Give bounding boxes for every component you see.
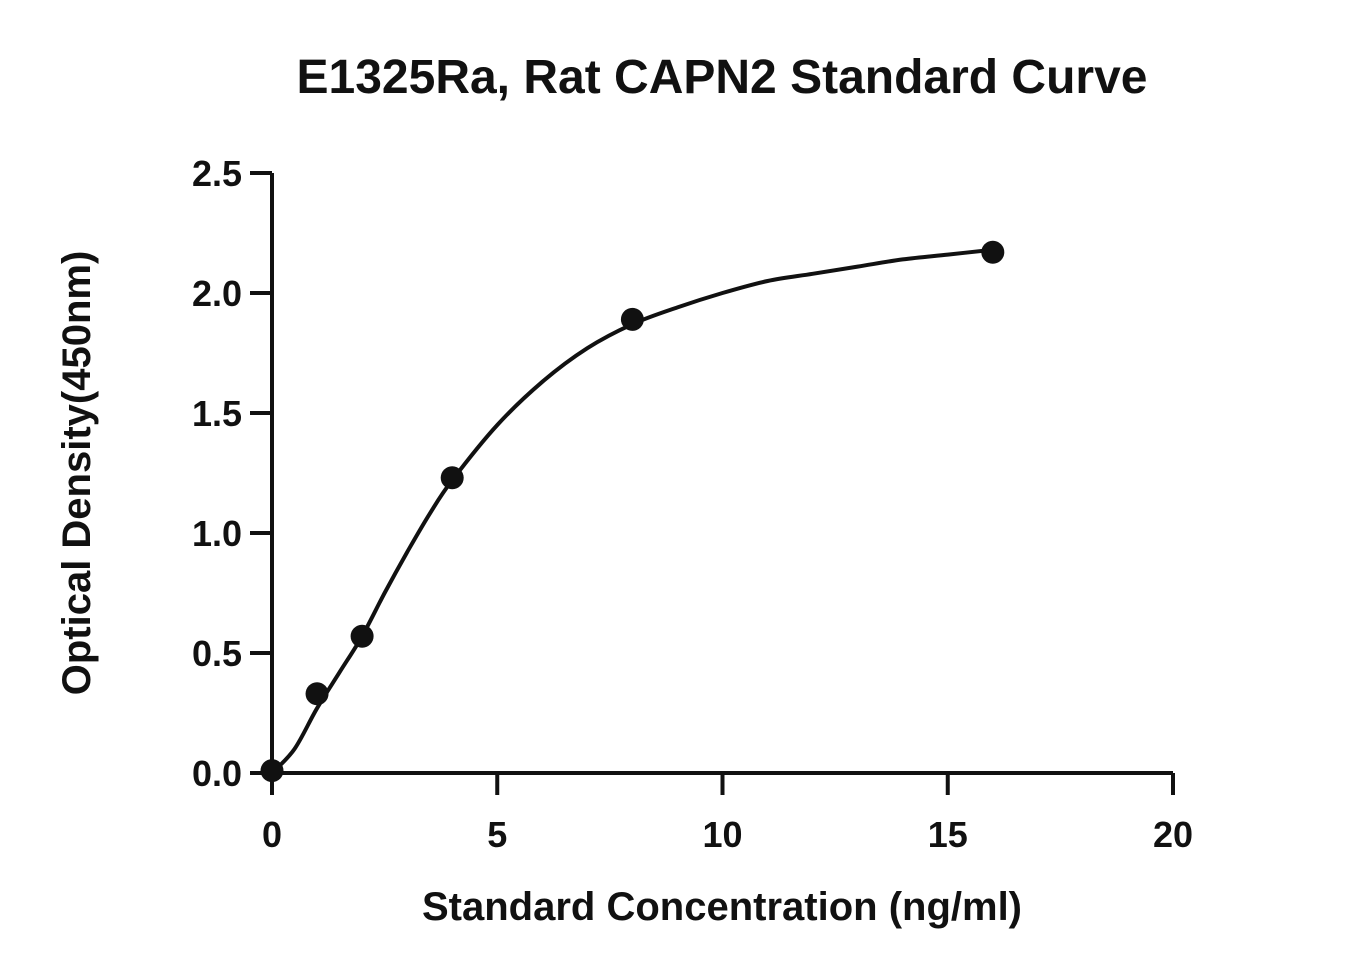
x-tick-label: 10 [702,814,742,855]
y-axis-label: Optical Density(450nm) [55,251,99,696]
y-tick-label: 1.0 [192,513,242,554]
data-point [260,759,284,783]
y-tick-label: 2.0 [192,273,242,314]
y-tick-label: 0.0 [192,753,242,794]
y-tick-label: 2.5 [192,153,242,194]
data-point [620,307,644,331]
fit-curve [270,247,994,775]
chart-title: E1325Ra, Rat CAPN2 Standard Curve [297,51,1148,104]
y-tick-label: 1.5 [192,393,242,434]
ticks: 0 5 10 15 20 0.0 0.5 1.0 1.5 2.0 2.5 [192,153,1193,855]
data-points [260,240,1005,783]
y-tick-label: 0.5 [192,633,242,674]
data-point [350,624,374,648]
data-point [981,240,1005,264]
x-tick-label: 0 [262,814,282,855]
data-point [305,682,329,706]
x-tick-label: 20 [1153,814,1193,855]
data-point [440,466,464,490]
x-tick-label: 5 [487,814,507,855]
axes [270,173,1173,775]
x-tick-label: 15 [928,814,968,855]
x-axis-label: Standard Concentration (ng/ml) [422,885,1022,929]
